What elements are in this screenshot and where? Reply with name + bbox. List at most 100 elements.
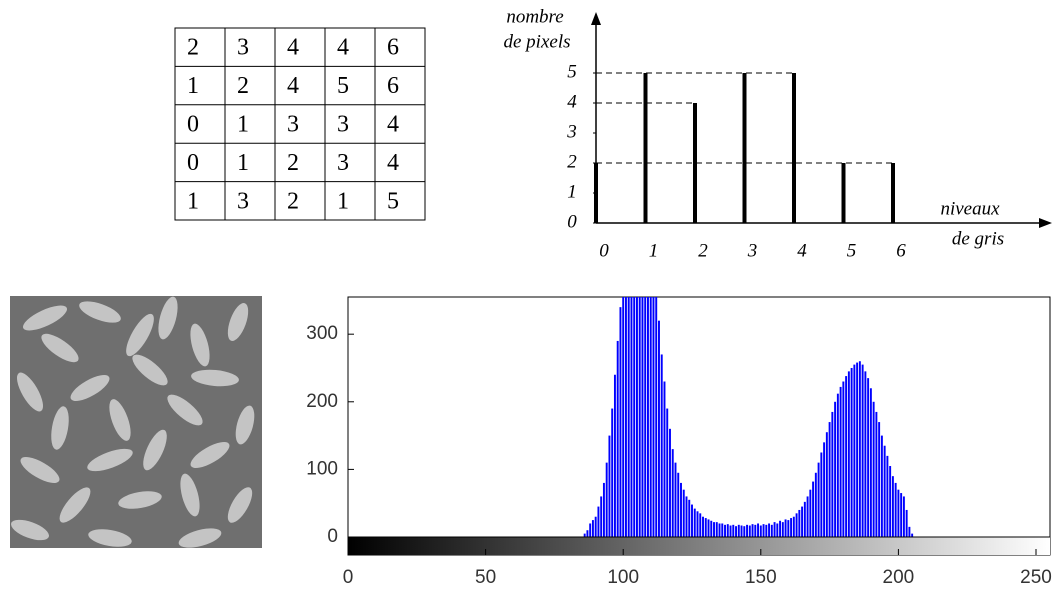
table-cell: 1 [187,73,199,99]
y-label: de pixels [503,31,570,52]
bar [627,297,630,537]
plot-frame [347,296,1051,556]
bar [624,297,627,537]
y-tick-label: 0 [567,211,577,232]
bar [765,524,768,537]
bar [858,361,861,537]
table-cell: 4 [387,150,399,176]
bar [594,516,597,537]
table-cell: 2 [287,188,299,214]
bar [622,297,625,537]
bar [880,435,883,537]
bar [605,462,608,537]
table-cell: 5 [387,188,399,214]
bar [715,522,718,537]
rice-histogram: 0 100 200 300 0 50 100 150 200 250 [306,296,1052,588]
bar [633,297,636,537]
bar [828,422,831,537]
bar [891,476,894,537]
x-tick-label: 50 [475,567,496,588]
x-tick-label: 3 [747,240,758,261]
bar [790,518,793,537]
bar [707,519,710,537]
bar [699,513,702,537]
bar [743,526,746,537]
bar [842,381,845,537]
bar [652,297,655,537]
bar [867,378,870,537]
x-tick-label: 6 [896,240,906,261]
x-tick-label: 0 [343,567,354,588]
bar [729,525,732,537]
bar [641,297,644,537]
bar [823,442,826,537]
table-cell: 4 [387,112,399,138]
bar [781,522,784,537]
bar [735,526,737,537]
bar [696,511,699,537]
x-tick-label: 4 [797,240,807,261]
y-arrow [591,12,601,25]
x-tick-label: 100 [607,567,639,588]
bar [806,496,809,537]
bar [878,422,881,537]
table-cell: 0 [187,150,199,176]
bar [784,519,787,537]
bar [644,297,647,537]
y-tick-label: 0 [327,526,338,547]
bar [691,504,693,537]
bars [583,297,914,537]
bar [891,163,895,223]
bar [886,455,889,537]
table-cell: 3 [237,188,249,214]
bar [702,516,704,537]
bar [751,524,754,537]
bar [831,411,834,537]
table-border [174,27,426,221]
bar [671,449,674,537]
bar [825,432,828,537]
y-tick-label: 100 [306,458,338,479]
bar [616,340,619,537]
bar [770,524,773,537]
bar [600,496,603,537]
bar [602,482,605,537]
bar [839,386,842,537]
bar [748,525,751,537]
bar [688,499,691,537]
bar [591,520,594,537]
bar [704,518,707,537]
bar [663,381,666,537]
bar [834,401,837,537]
y-label: nombre [506,6,563,27]
bar [850,367,853,537]
bar [710,520,713,537]
bar [594,163,598,223]
bar [817,462,820,537]
x-tick-label: 0 [599,240,609,261]
bar [674,462,677,537]
bar [682,489,685,537]
bar [900,493,903,537]
bar [724,524,726,537]
bar [713,522,715,537]
bar [787,520,790,537]
bar [693,508,696,537]
bar [820,452,823,537]
bar [608,435,611,537]
table-cell: 1 [237,150,249,176]
bar [836,393,839,537]
table-cell: 1 [337,188,349,214]
table-cell: 5 [337,73,349,99]
bar [611,408,614,537]
bar [666,408,669,537]
bar [902,496,905,537]
bar [742,73,747,223]
x-tick-label: 1 [649,240,659,261]
bar [856,362,859,537]
bar [638,297,641,537]
bar [853,364,856,537]
bar [908,526,911,537]
bar [812,481,815,537]
